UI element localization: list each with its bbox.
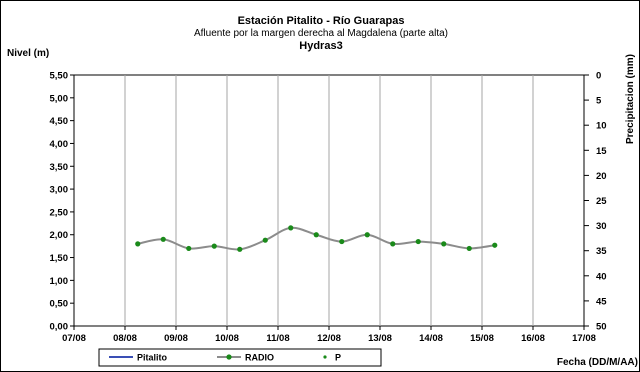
x-tick-label: 08/08 bbox=[113, 333, 137, 344]
y2-tick-label: 15 bbox=[596, 146, 607, 157]
y2-tick-label: 0 bbox=[596, 71, 601, 82]
y2-tick-label: 10 bbox=[596, 121, 607, 132]
y2-tick-label: 20 bbox=[596, 171, 607, 182]
y2-tick-label: 50 bbox=[596, 322, 607, 333]
series-radio-point bbox=[441, 241, 447, 247]
y-axis-label: Nivel (m) bbox=[7, 48, 49, 59]
legend-radio-marker bbox=[226, 354, 232, 360]
x-tick-label: 17/08 bbox=[572, 333, 596, 344]
x-axis-label: Fecha (DD/M/AA) bbox=[557, 357, 638, 368]
y2-tick-label: 35 bbox=[596, 246, 607, 257]
y-tick-label: 3,50 bbox=[50, 162, 69, 173]
y2-tick-label: 45 bbox=[596, 296, 607, 307]
y-tick-label: 3,00 bbox=[50, 185, 69, 196]
x-tick-label: 15/08 bbox=[470, 333, 494, 344]
series-radio-point bbox=[339, 238, 345, 245]
y2-tick-label: 40 bbox=[596, 271, 607, 282]
series-radio-point bbox=[313, 232, 319, 238]
y2-axis-label: Precipitacion (mm) bbox=[625, 54, 636, 144]
x-tick-label: 12/08 bbox=[317, 333, 341, 344]
y-tick-label: 1,50 bbox=[50, 253, 69, 264]
x-tick-label: 13/08 bbox=[368, 333, 392, 344]
series-radio-point bbox=[237, 246, 243, 252]
series-radio-point bbox=[262, 237, 268, 243]
chart-subtitle-2: Hydras3 bbox=[299, 40, 342, 52]
y-axis-ticks: 0,00 0,50 1,00 1,50 2,00 2,50 3,00 3,50 4,00 4,50… bbox=[50, 71, 74, 333]
x-tick-label: 11/08 bbox=[266, 333, 289, 344]
y2-tick-label: 30 bbox=[596, 221, 607, 232]
series-radio-point bbox=[364, 232, 370, 238]
series-radio-point bbox=[466, 245, 472, 252]
y-tick-label: 0,50 bbox=[50, 299, 69, 310]
series-radio-point bbox=[186, 245, 192, 252]
x-tick-label: 16/08 bbox=[521, 333, 545, 344]
chart-title: Estación Pitalito - Río Guarapas bbox=[238, 15, 405, 27]
y-tick-label: 2,00 bbox=[50, 230, 69, 241]
series-radio-point bbox=[160, 236, 166, 242]
series-radio-point bbox=[288, 225, 294, 231]
y-tick-label: 5,50 bbox=[50, 71, 69, 82]
series-layer bbox=[135, 225, 498, 252]
y-tick-label: 2,50 bbox=[50, 207, 69, 218]
y-tick-label: 1,00 bbox=[50, 276, 69, 287]
x-tick-label: 07/08 bbox=[62, 333, 86, 344]
y2-tick-label: 25 bbox=[596, 196, 607, 207]
series-radio-point bbox=[492, 242, 498, 248]
y2-axis-ticks: 0 5 10 15 20 25 30 35 40 45 50 bbox=[584, 71, 607, 333]
legend-p-label: P bbox=[335, 353, 341, 363]
chart-subtitle: Afluente por la margen derecha al Magdal… bbox=[194, 28, 448, 39]
x-axis-ticks: 07/08 08/08 09/08 10/08 11/08 12/08 13/08 14/08… bbox=[62, 326, 596, 344]
legend-p-marker bbox=[323, 355, 327, 359]
y-tick-label: 5,00 bbox=[50, 93, 69, 104]
series-radio-point bbox=[390, 241, 396, 247]
series-radio-point bbox=[135, 241, 141, 247]
vertical-gridlines bbox=[124, 75, 534, 326]
x-tick-label: 10/08 bbox=[215, 333, 239, 344]
legend-pitalito-label: Pitalito bbox=[137, 353, 168, 363]
y2-tick-label: 5 bbox=[596, 96, 602, 107]
series-radio-point bbox=[211, 243, 217, 249]
legend-radio-label: RADIO bbox=[245, 353, 274, 363]
y-tick-label: 4,50 bbox=[50, 116, 69, 127]
x-tick-label: 09/08 bbox=[164, 333, 188, 344]
y-tick-label: 0,00 bbox=[50, 322, 69, 333]
series-radio-point bbox=[415, 238, 421, 245]
y-tick-label: 4,00 bbox=[50, 139, 69, 150]
x-tick-label: 14/08 bbox=[419, 333, 443, 344]
